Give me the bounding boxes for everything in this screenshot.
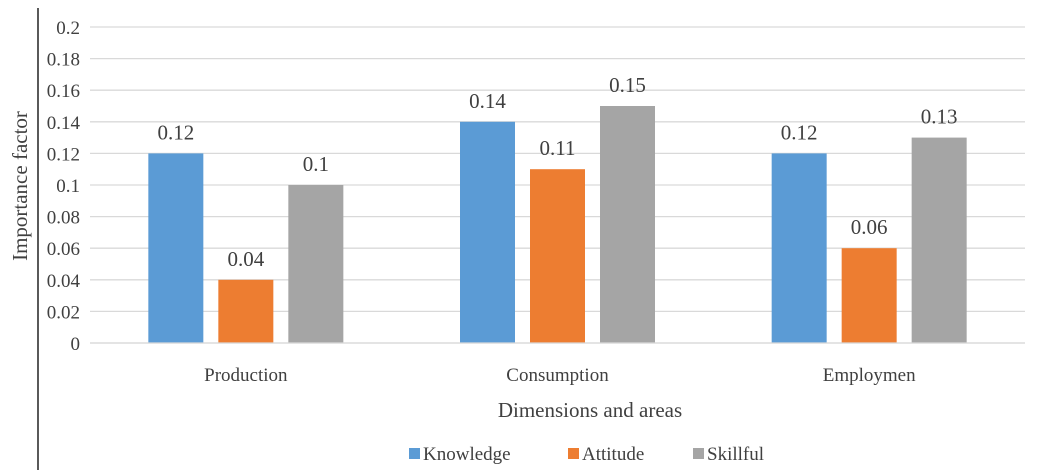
legend: Knowledge Attitude Skillful — [409, 444, 764, 465]
data-label: 0.12 — [781, 120, 818, 144]
data-label: 0.06 — [851, 215, 888, 239]
category-label: Production — [204, 365, 288, 386]
y-tick-label: 0.02 — [47, 302, 80, 323]
y-tick-label: 0.1 — [56, 176, 80, 197]
bar-attitude-employmen — [841, 248, 897, 343]
category-labels: Production Consumption Employmen — [204, 365, 916, 386]
x-axis-title: Dimensions and areas — [498, 398, 682, 422]
legend-swatch-knowledge — [409, 448, 420, 459]
y-tick-label: 0.18 — [47, 50, 80, 71]
category-label: Consumption — [506, 365, 609, 386]
y-tick-label: 0.08 — [47, 208, 80, 229]
y-tick-label: 0.2 — [56, 18, 80, 39]
bar-knowledge-consumption — [460, 121, 515, 343]
data-label: 0.15 — [609, 73, 646, 97]
legend-swatch-skillful — [693, 448, 704, 459]
data-label: 0.04 — [227, 247, 264, 271]
legend-label: Attitude — [582, 444, 644, 465]
bar-attitude-consumption — [530, 169, 585, 343]
y-tick-labels: 0 0.02 0.04 0.06 0.08 0.1 0.12 0.14 0.16 0.18 0.2 — [47, 18, 81, 355]
bar-attitude-production — [218, 279, 274, 343]
legend-label: Knowledge — [423, 444, 511, 465]
bar-skillful-employmen — [911, 137, 967, 343]
bar-knowledge-production — [148, 153, 204, 343]
data-labels: 0.12 0.04 0.1 0.14 0.11 0.15 0.12 0.06 0.13 — [157, 73, 957, 271]
y-tick-label: 0.16 — [47, 81, 80, 102]
y-tick-label: 0.04 — [47, 271, 81, 292]
category-label: Employmen — [823, 365, 916, 386]
legend-label: Skillful — [707, 444, 764, 465]
y-tick-label: 0.12 — [47, 144, 80, 165]
bar-skillful-consumption — [600, 106, 655, 343]
data-label: 0.12 — [157, 120, 194, 144]
bars — [90, 106, 1025, 344]
data-label: 0.1 — [303, 152, 329, 176]
bar-skillful-production — [288, 185, 344, 343]
legend-swatch-attitude — [568, 448, 579, 459]
y-tick-label: 0 — [71, 334, 81, 355]
y-tick-label: 0.14 — [47, 113, 81, 134]
data-label: 0.14 — [469, 89, 506, 113]
bar-knowledge-employmen — [771, 153, 827, 343]
y-axis-title: Importance factor — [8, 111, 32, 261]
data-label: 0.13 — [921, 105, 958, 129]
data-label: 0.11 — [540, 136, 576, 160]
y-tick-label: 0.06 — [47, 239, 80, 260]
